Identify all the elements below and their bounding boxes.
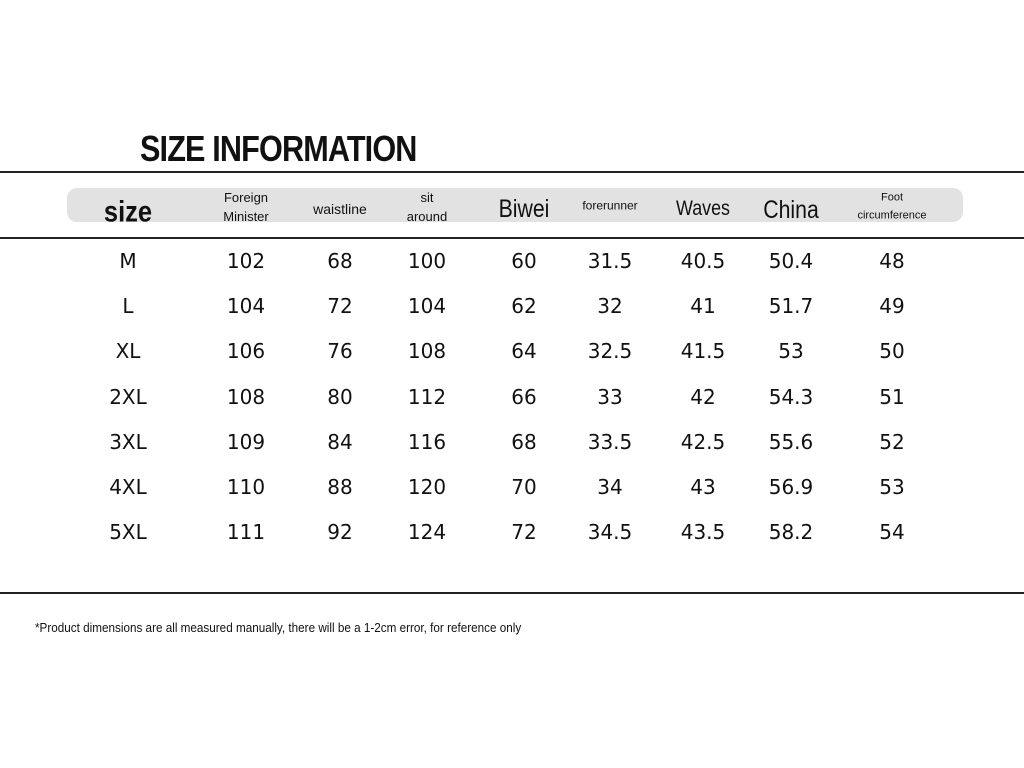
table-cell: 124	[407, 520, 447, 545]
table-cell: 42.5	[680, 429, 726, 454]
table-cell: 52	[879, 429, 905, 454]
column-header: Biwei	[498, 194, 550, 223]
table-cell: 76	[327, 339, 353, 364]
table-cell: 32.5	[587, 339, 633, 364]
table-cell: 116	[407, 429, 447, 454]
table-cell: 104	[226, 294, 266, 319]
table-cell: 60	[511, 249, 537, 273]
column-header: Foot circumference	[857, 191, 927, 221]
table-cell: 102	[226, 249, 266, 273]
table-cell: 53	[778, 339, 804, 364]
table-cell: 48	[879, 249, 905, 273]
table-cell: 51.7	[768, 294, 814, 319]
table-cell: 68	[327, 249, 353, 273]
header-band	[67, 188, 963, 222]
table-cell: 112	[407, 384, 447, 409]
table-cell: 106	[226, 339, 266, 364]
table-cell: 54	[879, 520, 905, 545]
table-cell: 92	[327, 520, 353, 545]
table-cell: 68	[511, 429, 537, 454]
column-header: Waves	[676, 196, 730, 220]
column-header: Foreign Minister	[223, 190, 269, 224]
table-cell: 31.5	[587, 249, 633, 273]
table-cell: 66	[511, 384, 537, 409]
table-cell: 100	[407, 249, 447, 273]
table-cell: 70	[511, 475, 537, 499]
table-cell: 40.5	[680, 249, 726, 273]
divider	[0, 592, 1024, 594]
size-label: 5XL	[109, 520, 147, 545]
table-cell: 42	[690, 384, 716, 409]
table-cell: 64	[511, 339, 537, 364]
size-label: M	[119, 249, 137, 273]
size-label: 2XL	[109, 384, 147, 409]
column-header: size	[103, 195, 153, 229]
table-cell: 72	[511, 520, 537, 545]
table-cell: 50	[879, 339, 905, 364]
table-cell: 58.2	[768, 520, 814, 545]
table-cell: 34.5	[587, 520, 633, 545]
table-cell: 41.5	[680, 339, 726, 364]
table-cell: 33	[597, 384, 623, 409]
column-header: forerunner	[582, 198, 638, 213]
table-cell: 108	[407, 339, 447, 364]
size-label: L	[122, 294, 134, 319]
table-cell: 32	[597, 294, 623, 319]
table-cell: 34	[597, 475, 623, 499]
divider	[0, 237, 1024, 239]
table-cell: 110	[226, 475, 266, 499]
table-cell: 104	[407, 294, 447, 319]
divider	[0, 171, 1024, 173]
table-cell: 50.4	[768, 249, 814, 273]
table-cell: 56.9	[768, 475, 814, 499]
size-label: 3XL	[109, 429, 147, 454]
title: SIZE INFORMATION	[140, 128, 417, 169]
table-cell: 88	[327, 475, 353, 499]
table-cell: 55.6	[768, 429, 814, 454]
column-header: sit around	[406, 190, 448, 224]
column-header: China	[763, 195, 819, 224]
table-cell: 84	[327, 429, 353, 454]
table-cell: 54.3	[768, 384, 814, 409]
table-cell: 108	[226, 384, 266, 409]
table-cell: 80	[327, 384, 353, 409]
table-cell: 62	[511, 294, 537, 319]
table-cell: 53	[879, 475, 905, 499]
footnote: *Product dimensions are all measured man…	[35, 620, 522, 635]
table-cell: 33.5	[587, 429, 633, 454]
column-header: waistline	[313, 200, 367, 217]
table-cell: 41	[690, 294, 716, 319]
table-cell: 43	[690, 475, 716, 499]
table-cell: 109	[226, 429, 266, 454]
table-cell: 120	[407, 475, 447, 499]
size-label: 4XL	[109, 475, 147, 499]
table-cell: 49	[879, 294, 905, 319]
table-cell: 72	[327, 294, 353, 319]
table-cell: 43.5	[680, 520, 726, 545]
size-label: XL	[115, 339, 141, 364]
table-cell: 51	[879, 384, 905, 409]
table-cell: 111	[226, 520, 266, 545]
